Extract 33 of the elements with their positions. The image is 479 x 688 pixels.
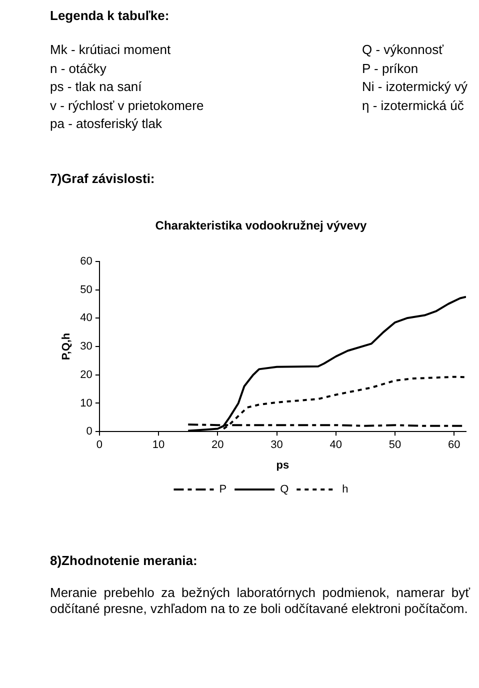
text: 8)Zhodnotenie merania: (50, 553, 198, 568)
x-tick-label: 30 (270, 439, 283, 452)
legend-label: Q (280, 484, 290, 496)
y-tick-label: 60 (80, 255, 92, 268)
text: Q - výkonnosť (362, 42, 444, 57)
text: n - otáčky (50, 60, 106, 76)
text: pa - atosferiský tlak (50, 116, 162, 131)
legend-label: h (342, 484, 348, 496)
y-tick-label: 10 (80, 397, 92, 410)
y-tick-label: 40 (80, 312, 92, 324)
text: 7)Graf závislosti: (50, 171, 155, 186)
text: P - príkon (362, 60, 418, 76)
x-axis-title: ps (276, 459, 290, 472)
y-tick-label: 20 (80, 368, 92, 381)
chart-title: Charakteristika vodookružnej vývevy (155, 218, 368, 233)
text: η - izotermická úč (362, 98, 464, 112)
x-tick-label: 10 (152, 439, 165, 452)
x-tick-label: 50 (388, 439, 402, 452)
legend-label: P (219, 484, 227, 496)
x-tick-label: 60 (448, 439, 460, 452)
text: ps - tlak na saní (50, 79, 142, 94)
text: Ni - izotermický vý (362, 79, 468, 94)
y-tick-label: 30 (80, 340, 92, 353)
text: Mk - krútiaci moment (50, 42, 171, 57)
x-tick-label: 40 (330, 439, 342, 452)
text: v - rýchlosť v prietokomere (50, 98, 204, 112)
y-axis-title: P,Q,h (60, 332, 73, 360)
text: Legenda k tabuľke: (50, 8, 170, 23)
y-tick-label: 0 (86, 426, 92, 438)
y-tick-label: 50 (80, 284, 92, 296)
text: Meranie prebehlo za bežných laboratórnych podmienok, namerar byť odčítané presne, vzhľadom na to ze boli odčítavané elektroni počítačom. (50, 585, 470, 616)
x-tick-label: 20 (212, 439, 224, 452)
x-tick-label: 0 (96, 439, 102, 452)
